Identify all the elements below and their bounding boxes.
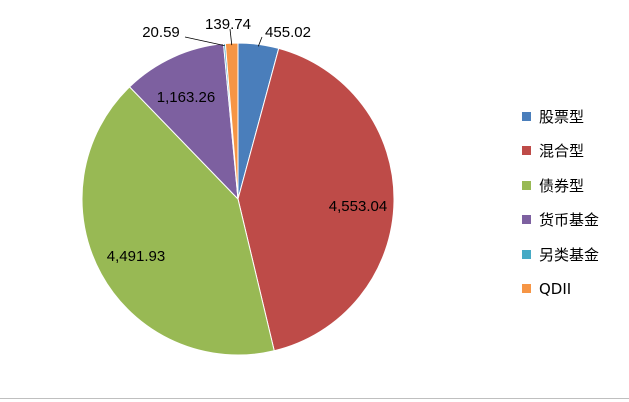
legend: 股票型混合型债券型货币基金另类基金 QDII [522,106,626,313]
bottom-border [0,398,629,399]
pie-slices [81,42,395,356]
data-label-stock: 455.02 [265,24,311,41]
pie-slice-bond [81,86,275,356]
legend-label-hybrid: 混合型 [539,142,585,160]
legend-item-hybrid: 混合型 [522,141,626,161]
data-label-bond: 4,491.93 [107,248,165,265]
data-labels: 455.02 4,553.04 4,491.93 1,163.26 20.59 139.7… [107,16,387,265]
leader-line-alternative [184,36,225,46]
legend-label-stock: 股票型 [539,107,585,126]
legend-swatch-alternative [522,249,531,259]
legend-swatch-qdii [522,284,531,293]
legend-swatch-stock [522,111,531,121]
legend-item-bond: 债券型 [522,175,626,195]
legend-item-qdii: QDII [522,279,626,299]
data-label-qdii: 139.74 [205,16,251,33]
legend-label-alternative: 另类基金 [539,245,600,264]
legend-item-money-market: 货币基金 [522,210,626,230]
legend-item-alternative: 另类基金 [522,244,626,264]
legend-swatch-bond [522,180,531,190]
legend-label-bond: 债券型 [539,176,585,195]
legend-label-money-market: 货币基金 [539,211,600,229]
legend-swatch-hybrid [522,146,531,155]
data-label-money-market: 1,163.26 [157,89,215,106]
data-label-alternative: 20.59 [142,24,180,41]
leader-line-stock [257,36,263,47]
legend-label-qdii: QDII [539,279,572,298]
legend-swatch-money-market [522,215,531,224]
legend-item-stock: 股票型 [522,106,626,126]
leader-lines [184,28,263,47]
leader-line-qdii [229,28,233,46]
data-label-hybrid: 4,553.04 [329,198,387,215]
pie-slice-hybrid [237,47,395,352]
